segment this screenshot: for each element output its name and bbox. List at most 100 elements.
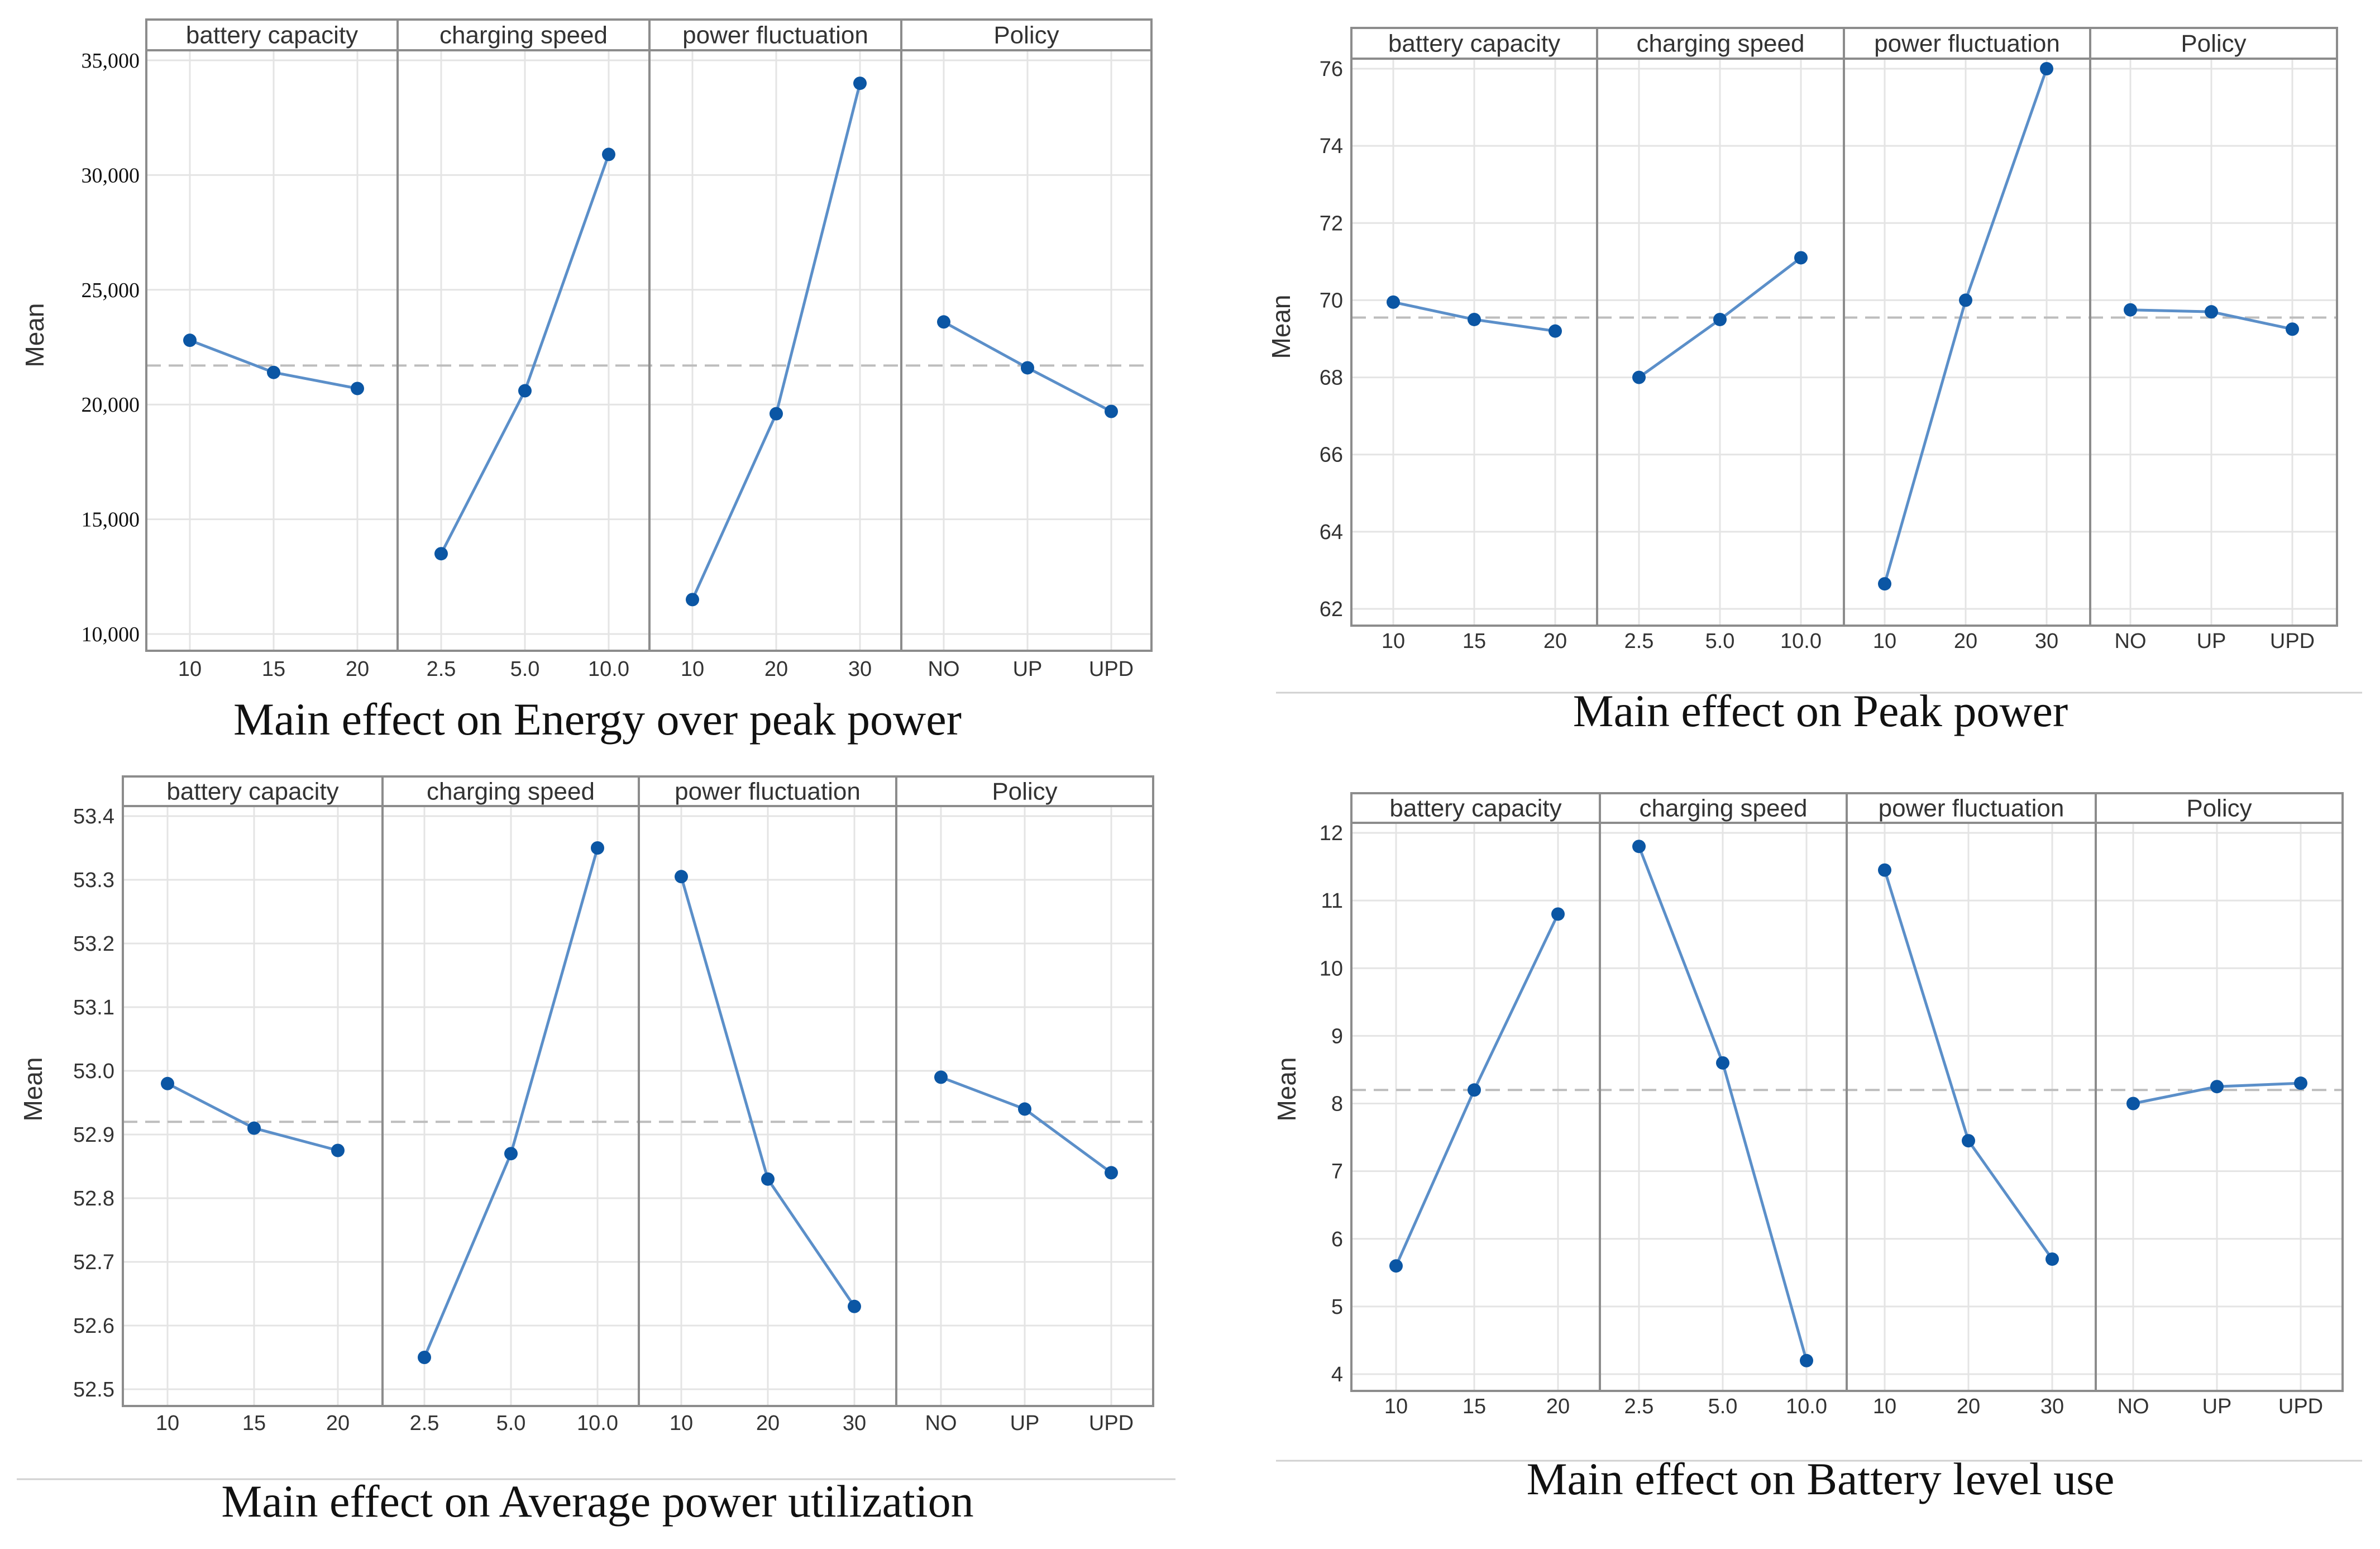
y-tick-label: 72 — [1320, 212, 1343, 235]
x-tick-label: 5.0 — [1708, 1395, 1738, 1418]
y-axis-label: Mean — [20, 303, 49, 367]
x-tick-label: 15 — [1463, 630, 1486, 653]
x-tick-label: 5.0 — [496, 1412, 526, 1435]
x-tick-label: 5.0 — [510, 657, 540, 681]
y-tick-label: 4 — [1331, 1363, 1343, 1386]
y-tick-label: 52.9 — [73, 1123, 114, 1147]
data-point — [591, 841, 604, 855]
data-point — [1632, 370, 1646, 384]
x-tick-label: UP — [2202, 1395, 2232, 1418]
data-point — [267, 365, 280, 379]
x-tick-label: UP — [2197, 630, 2226, 653]
x-tick-label: 10.0 — [1780, 630, 1822, 653]
data-point — [937, 315, 950, 329]
y-tick-label: 53.4 — [73, 805, 114, 828]
y-tick-label: 53.1 — [73, 996, 114, 1019]
x-tick-label: UPD — [2270, 630, 2315, 653]
x-tick-label: 30 — [848, 657, 872, 681]
data-point — [853, 77, 867, 90]
data-point — [1551, 907, 1565, 921]
x-tick-label: UPD — [1089, 1412, 1134, 1435]
data-point — [1389, 1259, 1403, 1273]
y-tick-label: 20,000 — [82, 393, 140, 417]
x-tick-label: 20 — [1543, 630, 1567, 653]
x-tick-label: 15 — [242, 1412, 266, 1435]
y-tick-label: 62 — [1320, 598, 1343, 621]
y-tick-label: 10,000 — [82, 623, 140, 646]
y-tick-label: 76 — [1320, 58, 1343, 81]
data-point — [161, 1076, 174, 1090]
data-point — [2040, 62, 2053, 75]
x-tick-label: 20 — [326, 1412, 350, 1435]
x-tick-label: 10 — [156, 1412, 179, 1435]
y-tick-label: 6 — [1331, 1228, 1343, 1251]
x-tick-label: 30 — [2035, 630, 2058, 653]
y-tick-label: 53.3 — [73, 869, 114, 892]
data-point — [1632, 840, 1646, 854]
data-point — [1105, 404, 1118, 418]
y-tick-label: 53.0 — [73, 1060, 114, 1083]
panel-header: power fluctuation — [675, 778, 861, 806]
x-tick-label: 20 — [756, 1412, 780, 1435]
x-tick-label: UP — [1013, 657, 1043, 681]
x-tick-label: 10 — [1382, 630, 1405, 653]
y-axis-label: Mean — [1272, 1057, 1301, 1121]
data-point — [1794, 251, 1808, 265]
x-tick-label: 10.0 — [1786, 1395, 1827, 1418]
y-tick-label: 70 — [1320, 289, 1343, 312]
panel-header: Policy — [2181, 30, 2246, 58]
main-effects-chart-1: battery capacity 10 15 20 charging speed 2.5 5… — [20, 18, 1153, 745]
x-tick-label: 15 — [1463, 1395, 1486, 1418]
panel-header: charging speed — [427, 778, 595, 806]
x-tick-label: NO — [925, 1412, 957, 1435]
x-tick-label: 10.0 — [588, 657, 629, 681]
data-point — [1800, 1353, 1813, 1367]
x-tick-label: 5.0 — [1705, 630, 1735, 653]
series-line — [166, 1082, 338, 1152]
panel-header: power fluctuation — [1874, 30, 2060, 58]
y-tick-label: 8 — [1331, 1093, 1343, 1116]
data-point — [1468, 312, 1481, 326]
main-effects-chart-2: battery capacity 10 15 20 charging speed 2.5 5… — [1267, 27, 2362, 736]
panel-header: charging speed — [439, 22, 608, 49]
x-tick-label: 20 — [1957, 1395, 1980, 1418]
x-tick-label: NO — [2115, 630, 2147, 653]
y-tick-label: 74 — [1320, 135, 1343, 158]
data-point — [518, 384, 532, 398]
y-tick-label: 52.7 — [73, 1251, 114, 1274]
x-tick-label: 10 — [178, 657, 202, 681]
data-point — [1716, 1056, 1729, 1070]
data-point — [418, 1351, 431, 1364]
x-tick-label: 30 — [843, 1412, 866, 1435]
main-effects-chart-4: battery capacity 10 15 20 charging speed 2.5 5… — [1272, 792, 2362, 1504]
data-point — [675, 870, 688, 884]
data-point — [504, 1147, 518, 1161]
x-tick-label: 20 — [346, 657, 369, 681]
x-tick-label: UPD — [2278, 1395, 2323, 1418]
chart-title: Main effect on Average power utilization — [221, 1476, 973, 1527]
panel-header: Policy — [992, 778, 1057, 806]
panel-header: Policy — [993, 22, 1059, 49]
y-tick-label: 12 — [1320, 822, 1343, 845]
y-tick-label: 53.2 — [73, 932, 114, 956]
data-point — [1878, 863, 1891, 877]
y-tick-label: 52.8 — [73, 1187, 114, 1210]
data-point — [761, 1172, 775, 1186]
x-tick-label: 10 — [1873, 1395, 1896, 1418]
x-tick-label: NO — [2118, 1395, 2149, 1418]
x-tick-label: 2.5 — [410, 1412, 439, 1435]
data-point — [1549, 324, 1562, 338]
y-tick-label: 25,000 — [82, 279, 140, 302]
panel-header: charging speed — [1637, 30, 1805, 58]
x-tick-label: UP — [1010, 1412, 1040, 1435]
chart-title: Main effect on Battery level use — [1527, 1453, 2115, 1504]
data-point — [1468, 1083, 1481, 1097]
x-tick-label: 10.0 — [577, 1412, 618, 1435]
data-point — [434, 547, 448, 561]
data-point — [2046, 1252, 2059, 1266]
x-tick-label: 15 — [262, 657, 285, 681]
data-point — [848, 1299, 861, 1313]
y-tick-label: 15,000 — [82, 508, 140, 532]
data-point — [770, 407, 783, 421]
